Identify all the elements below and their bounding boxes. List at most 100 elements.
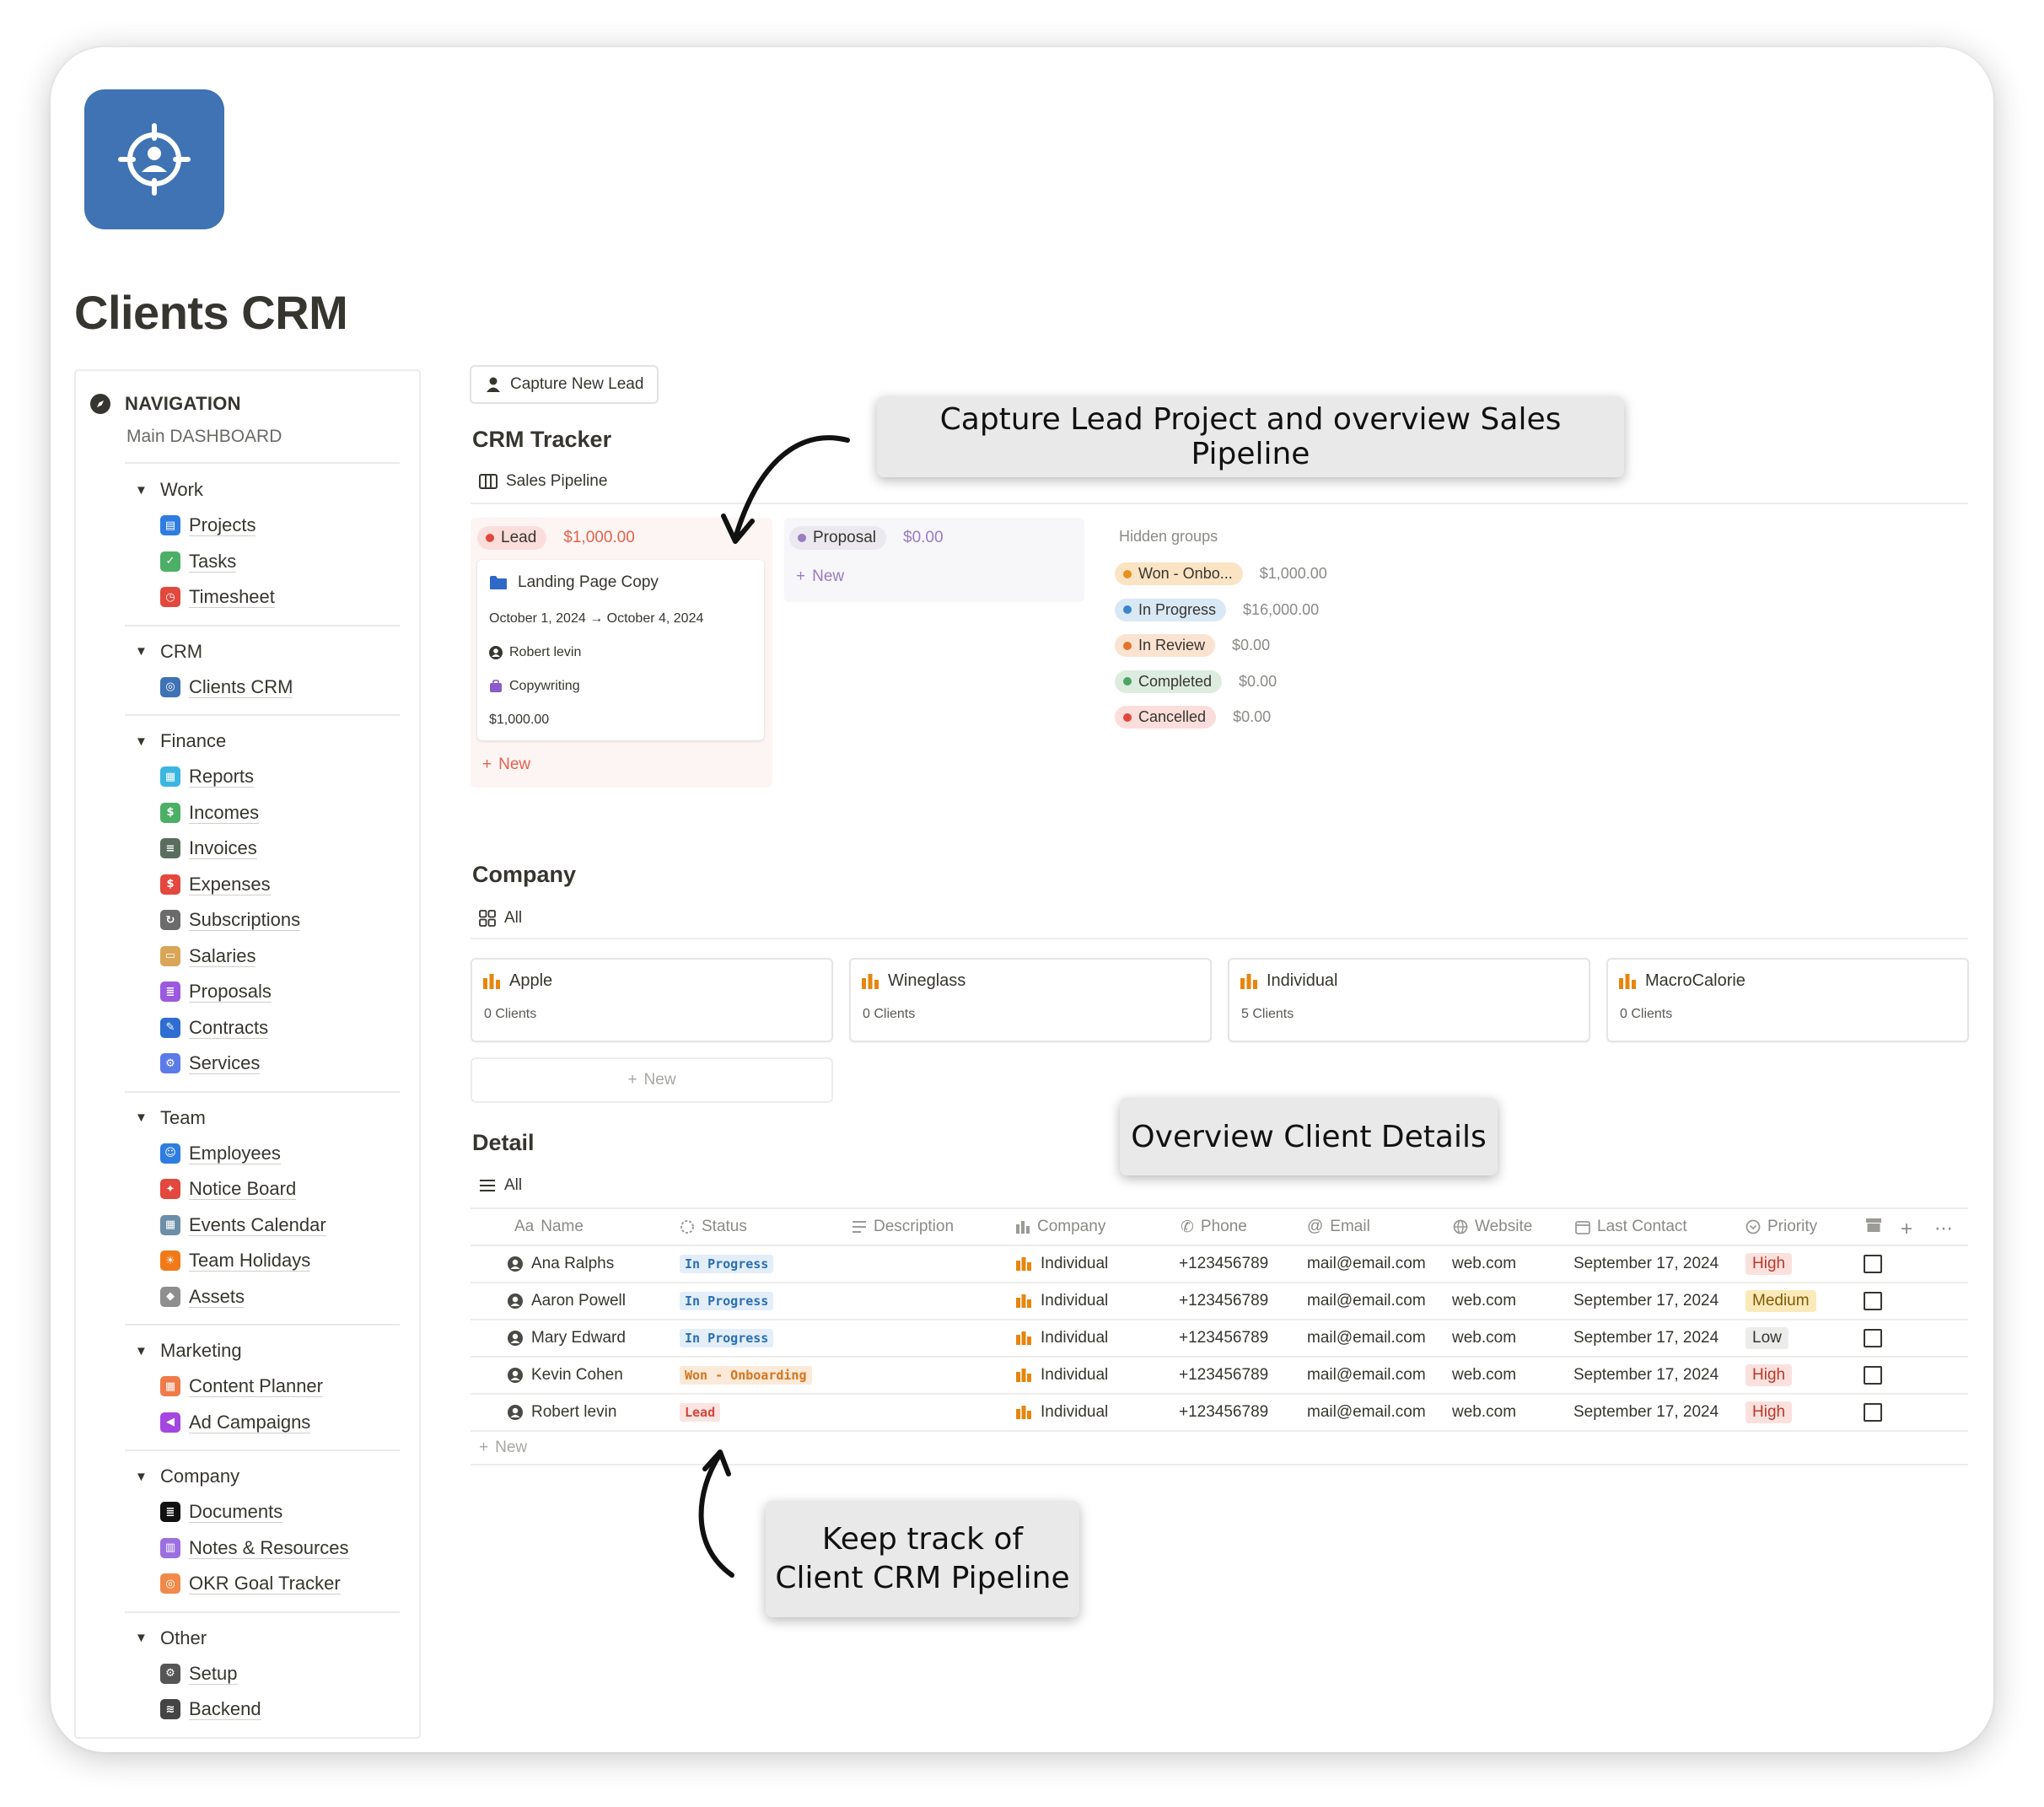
sidebar-item-salaries[interactable]: ▭ Salaries <box>160 945 256 967</box>
company-card[interactable]: MacroCalorie 0 Clients <box>1606 958 1969 1042</box>
company-new-button[interactable]: + New <box>471 1057 833 1103</box>
navigation-subheading[interactable]: Main DASHBOARD <box>126 427 282 446</box>
column-header-status[interactable]: Status <box>680 1218 747 1236</box>
sidebar-item-backend[interactable]: ≋ Backend <box>160 1698 261 1720</box>
sidebar-item-invoices[interactable]: ≡ Invoices <box>160 837 257 859</box>
collapse-triangle-icon[interactable]: ▼ <box>135 1469 148 1484</box>
detail-new-row-button[interactable]: + New <box>479 1439 527 1457</box>
sidebar-item-content-planner[interactable]: ▦ Content Planner <box>160 1375 323 1397</box>
column-header-company[interactable]: Company <box>1015 1218 1105 1236</box>
cell-name[interactable]: Aaron Powell <box>508 1287 626 1315</box>
cell-email[interactable]: mail@email.com <box>1307 1287 1426 1315</box>
cell-email[interactable]: mail@email.com <box>1307 1250 1426 1278</box>
sidebar-group-company[interactable]: ▼ Company <box>135 1465 239 1487</box>
cell-status[interactable]: Lead <box>680 1398 721 1427</box>
cell-email[interactable]: mail@email.com <box>1307 1361 1426 1390</box>
collapse-triangle-icon[interactable]: ▼ <box>135 1343 148 1358</box>
sidebar-group-crm[interactable]: ▼ CRM <box>135 641 202 663</box>
column-header-priority[interactable]: Priority <box>1745 1218 1817 1236</box>
cell-website[interactable]: web.com <box>1452 1287 1516 1315</box>
cell-archive[interactable] <box>1864 1287 1882 1315</box>
sidebar-item-team-holidays[interactable]: ☀ Team Holidays <box>160 1250 311 1272</box>
hidden-group-row[interactable]: In Progress $16,000.00 <box>1115 598 1319 621</box>
cell-last-contact[interactable]: September 17, 2024 <box>1573 1250 1719 1278</box>
cell-phone[interactable]: +123456789 <box>1179 1398 1268 1427</box>
cell-phone[interactable]: +123456789 <box>1179 1287 1268 1315</box>
column-header-website[interactable]: Website <box>1453 1218 1532 1236</box>
cell-company[interactable]: Individual <box>1015 1250 1108 1278</box>
cell-company[interactable]: Individual <box>1015 1287 1108 1315</box>
company-card[interactable]: Wineglass 0 Clients <box>849 958 1212 1042</box>
cell-status[interactable]: In Progress <box>680 1250 774 1278</box>
cell-name[interactable]: Kevin Cohen <box>508 1361 623 1390</box>
cell-phone[interactable]: +123456789 <box>1179 1250 1268 1278</box>
sidebar-group-team[interactable]: ▼ Team <box>135 1107 206 1129</box>
cell-archive[interactable] <box>1864 1324 1882 1353</box>
hidden-group-row[interactable]: Completed $0.00 <box>1115 670 1277 693</box>
cell-archive[interactable] <box>1864 1250 1882 1278</box>
cell-priority[interactable]: Low <box>1745 1324 1788 1353</box>
archive-column-icon[interactable] <box>1865 1218 1882 1233</box>
sidebar-item-clients-crm[interactable]: ◎ Clients CRM <box>160 676 293 698</box>
cell-website[interactable]: web.com <box>1452 1361 1516 1390</box>
cell-last-contact[interactable]: September 17, 2024 <box>1573 1287 1719 1315</box>
cell-status[interactable]: In Progress <box>680 1324 774 1353</box>
archive-checkbox[interactable] <box>1864 1292 1882 1310</box>
sidebar-group-finance[interactable]: ▼ Finance <box>135 730 226 752</box>
sidebar-item-subscriptions[interactable]: ↻ Subscriptions <box>160 909 301 931</box>
sidebar-item-ad-campaigns[interactable]: ◀ Ad Campaigns <box>160 1412 311 1433</box>
sidebar-item-documents[interactable]: ≣ Documents <box>160 1501 283 1523</box>
cell-last-contact[interactable]: September 17, 2024 <box>1573 1398 1719 1427</box>
cell-website[interactable]: web.com <box>1452 1324 1516 1353</box>
cell-email[interactable]: mail@email.com <box>1307 1398 1426 1427</box>
tab-detail-all[interactable]: All <box>479 1176 522 1195</box>
company-card[interactable]: Apple 0 Clients <box>471 958 833 1042</box>
sidebar-group-work[interactable]: ▼ Work <box>135 479 203 501</box>
sidebar-item-proposals[interactable]: ≣ Proposals <box>160 981 272 1003</box>
tab-company-all[interactable]: All <box>479 909 522 928</box>
collapse-triangle-icon[interactable]: ▼ <box>135 1631 148 1645</box>
page-icon[interactable] <box>84 89 224 229</box>
sidebar-item-notice-board[interactable]: ✦ Notice Board <box>160 1178 297 1200</box>
cell-email[interactable]: mail@email.com <box>1307 1324 1426 1353</box>
sidebar-group-marketing[interactable]: ▼ Marketing <box>135 1340 242 1362</box>
sidebar-item-notes-resources[interactable]: ▥ Notes & Resources <box>160 1537 349 1559</box>
sidebar-item-incomes[interactable]: $ Incomes <box>160 802 260 824</box>
sidebar-item-expenses[interactable]: $ Expenses <box>160 874 271 895</box>
tab-sales-pipeline[interactable]: Sales Pipeline <box>479 472 607 491</box>
cell-status[interactable]: Won - Onboarding <box>680 1361 812 1390</box>
board-card[interactable]: Landing Page Copy October 1, 2024 → Octo… <box>477 560 764 740</box>
cell-archive[interactable] <box>1864 1398 1882 1427</box>
sidebar-item-events-calendar[interactable]: ▦ Events Calendar <box>160 1214 326 1236</box>
column-header-name[interactable]: Aa Name <box>514 1218 584 1236</box>
sidebar-item-projects[interactable]: ▤ Projects <box>160 514 256 536</box>
column-header-phone[interactable]: ✆ Phone <box>1181 1218 1247 1236</box>
cell-phone[interactable]: +123456789 <box>1179 1324 1268 1353</box>
sidebar-group-other[interactable]: ▼ Other <box>135 1627 207 1649</box>
add-property-button[interactable]: + <box>1901 1218 1912 1241</box>
sidebar-item-reports[interactable]: ▦ Reports <box>160 766 255 788</box>
sidebar-item-tasks[interactable]: ✓ Tasks <box>160 551 237 573</box>
column-header-last-contact[interactable]: Last Contact <box>1575 1218 1687 1236</box>
cell-company[interactable]: Individual <box>1015 1361 1108 1390</box>
hidden-group-row[interactable]: In Review $0.00 <box>1115 634 1270 657</box>
cell-status[interactable]: In Progress <box>680 1287 774 1315</box>
cell-name[interactable]: Robert levin <box>508 1398 616 1427</box>
cell-priority[interactable]: High <box>1745 1398 1793 1427</box>
cell-name[interactable]: Mary Edward <box>508 1324 626 1353</box>
capture-new-lead-button[interactable]: Capture New Lead <box>470 365 659 404</box>
column-header-email[interactable]: @ Email <box>1307 1218 1370 1236</box>
hidden-group-row[interactable]: Cancelled $0.00 <box>1115 706 1271 729</box>
more-options-button[interactable]: ⋯ <box>1934 1218 1953 1240</box>
cell-website[interactable]: web.com <box>1452 1398 1516 1427</box>
collapse-triangle-icon[interactable]: ▼ <box>135 644 148 659</box>
archive-checkbox[interactable] <box>1864 1366 1882 1385</box>
sidebar-item-services[interactable]: ⚙ Services <box>160 1052 261 1074</box>
proposal-new-button[interactable]: + New <box>796 567 844 586</box>
cell-archive[interactable] <box>1864 1361 1882 1390</box>
hidden-group-row[interactable]: Won - Onbo... $1,000.00 <box>1115 562 1327 585</box>
cell-company[interactable]: Individual <box>1015 1324 1108 1353</box>
archive-checkbox[interactable] <box>1864 1403 1882 1422</box>
status-badge[interactable]: Lead <box>477 526 547 550</box>
sidebar-item-timesheet[interactable]: ◷ Timesheet <box>160 586 275 608</box>
